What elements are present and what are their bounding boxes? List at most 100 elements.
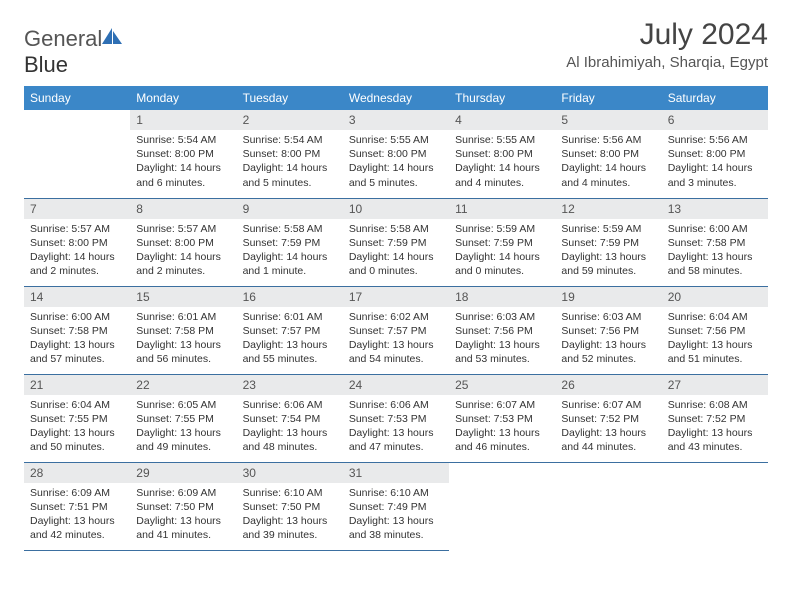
calendar-day-cell: 3Sunrise: 5:55 AMSunset: 8:00 PMDaylight… [343,110,449,198]
weekday-header: Wednesday [343,86,449,110]
daylight-line: Daylight: 14 hours and 2 minutes. [136,250,230,278]
sunset-line: Sunset: 7:58 PM [30,324,124,338]
sunset-line: Sunset: 7:59 PM [455,236,549,250]
sunrise-line: Sunrise: 6:02 AM [349,310,443,324]
sunrise-line: Sunrise: 5:59 AM [561,222,655,236]
sunset-line: Sunset: 7:59 PM [243,236,337,250]
sunrise-line: Sunrise: 5:55 AM [349,133,443,147]
day-details: Sunrise: 6:04 AMSunset: 7:56 PMDaylight:… [662,307,768,373]
sunrise-line: Sunrise: 5:54 AM [243,133,337,147]
day-number: 2 [237,110,343,130]
calendar-table: SundayMondayTuesdayWednesdayThursdayFrid… [24,86,768,551]
daylight-line: Daylight: 13 hours and 42 minutes. [30,514,124,542]
day-number: 4 [449,110,555,130]
day-details: Sunrise: 5:58 AMSunset: 7:59 PMDaylight:… [343,219,449,285]
daylight-line: Daylight: 13 hours and 44 minutes. [561,426,655,454]
daylight-line: Daylight: 13 hours and 56 minutes. [136,338,230,366]
calendar-day-cell: 9Sunrise: 5:58 AMSunset: 7:59 PMDaylight… [237,198,343,286]
day-details: Sunrise: 5:54 AMSunset: 8:00 PMDaylight:… [237,130,343,196]
daylight-line: Daylight: 14 hours and 0 minutes. [455,250,549,278]
sunrise-line: Sunrise: 6:05 AM [136,398,230,412]
daylight-line: Daylight: 14 hours and 4 minutes. [455,161,549,189]
sunrise-line: Sunrise: 6:07 AM [455,398,549,412]
day-details: Sunrise: 5:57 AMSunset: 8:00 PMDaylight:… [24,219,130,285]
brand-part1: General [24,26,102,51]
day-number: 5 [555,110,661,130]
day-number: 29 [130,463,236,483]
daylight-line: Daylight: 13 hours and 47 minutes. [349,426,443,454]
brand-part2: Blue [24,52,68,77]
sunset-line: Sunset: 7:49 PM [349,500,443,514]
daylight-line: Daylight: 13 hours and 54 minutes. [349,338,443,366]
daylight-line: Daylight: 14 hours and 3 minutes. [668,161,762,189]
sunrise-line: Sunrise: 6:08 AM [668,398,762,412]
day-number: 25 [449,375,555,395]
day-details: Sunrise: 6:03 AMSunset: 7:56 PMDaylight:… [449,307,555,373]
day-details: Sunrise: 5:59 AMSunset: 7:59 PMDaylight:… [449,219,555,285]
calendar-week-row: ..1Sunrise: 5:54 AMSunset: 8:00 PMDaylig… [24,110,768,198]
sunset-line: Sunset: 8:00 PM [136,147,230,161]
day-details: Sunrise: 6:05 AMSunset: 7:55 PMDaylight:… [130,395,236,461]
day-details: Sunrise: 5:57 AMSunset: 8:00 PMDaylight:… [130,219,236,285]
daylight-line: Daylight: 13 hours and 49 minutes. [136,426,230,454]
sunrise-line: Sunrise: 6:09 AM [136,486,230,500]
day-number: 18 [449,287,555,307]
calendar-day-cell: 6Sunrise: 5:56 AMSunset: 8:00 PMDaylight… [662,110,768,198]
brand-logo: GeneralBlue [24,18,124,78]
day-details: Sunrise: 5:59 AMSunset: 7:59 PMDaylight:… [555,219,661,285]
calendar-week-row: 21Sunrise: 6:04 AMSunset: 7:55 PMDayligh… [24,374,768,462]
sunset-line: Sunset: 8:00 PM [455,147,549,161]
sunset-line: Sunset: 8:00 PM [561,147,655,161]
sunrise-line: Sunrise: 5:59 AM [455,222,549,236]
calendar-day-cell: 30Sunrise: 6:10 AMSunset: 7:50 PMDayligh… [237,462,343,550]
daylight-line: Daylight: 13 hours and 41 minutes. [136,514,230,542]
calendar-day-cell: 19Sunrise: 6:03 AMSunset: 7:56 PMDayligh… [555,286,661,374]
sunrise-line: Sunrise: 6:09 AM [30,486,124,500]
weekday-header: Monday [130,86,236,110]
sunset-line: Sunset: 7:53 PM [455,412,549,426]
calendar-day-cell: 13Sunrise: 6:00 AMSunset: 7:58 PMDayligh… [662,198,768,286]
sunset-line: Sunset: 7:52 PM [668,412,762,426]
day-details: Sunrise: 6:09 AMSunset: 7:50 PMDaylight:… [130,483,236,549]
day-number: 17 [343,287,449,307]
header: GeneralBlue July 2024 Al Ibrahimiyah, Sh… [24,18,768,78]
day-number: 26 [555,375,661,395]
day-details: Sunrise: 5:54 AMSunset: 8:00 PMDaylight:… [130,130,236,196]
day-details: Sunrise: 5:55 AMSunset: 8:00 PMDaylight:… [449,130,555,196]
day-details: Sunrise: 6:00 AMSunset: 7:58 PMDaylight:… [24,307,130,373]
day-details: Sunrise: 5:56 AMSunset: 8:00 PMDaylight:… [555,130,661,196]
calendar-day-cell: 29Sunrise: 6:09 AMSunset: 7:50 PMDayligh… [130,462,236,550]
day-number: 24 [343,375,449,395]
sunrise-line: Sunrise: 6:01 AM [136,310,230,324]
calendar-day-cell: 18Sunrise: 6:03 AMSunset: 7:56 PMDayligh… [449,286,555,374]
sunset-line: Sunset: 7:51 PM [30,500,124,514]
day-number: 30 [237,463,343,483]
daylight-line: Daylight: 13 hours and 38 minutes. [349,514,443,542]
daylight-line: Daylight: 13 hours and 53 minutes. [455,338,549,366]
calendar-day-cell: 22Sunrise: 6:05 AMSunset: 7:55 PMDayligh… [130,374,236,462]
daylight-line: Daylight: 13 hours and 59 minutes. [561,250,655,278]
daylight-line: Daylight: 14 hours and 1 minute. [243,250,337,278]
calendar-day-cell: 31Sunrise: 6:10 AMSunset: 7:49 PMDayligh… [343,462,449,550]
calendar-day-cell: 17Sunrise: 6:02 AMSunset: 7:57 PMDayligh… [343,286,449,374]
calendar-day-cell: 10Sunrise: 5:58 AMSunset: 7:59 PMDayligh… [343,198,449,286]
day-number: 13 [662,199,768,219]
calendar-header-row: SundayMondayTuesdayWednesdayThursdayFrid… [24,86,768,110]
calendar-body: ..1Sunrise: 5:54 AMSunset: 8:00 PMDaylig… [24,110,768,550]
daylight-line: Daylight: 14 hours and 4 minutes. [561,161,655,189]
calendar-day-cell: 24Sunrise: 6:06 AMSunset: 7:53 PMDayligh… [343,374,449,462]
sunset-line: Sunset: 7:50 PM [243,500,337,514]
day-number: 10 [343,199,449,219]
day-number: 15 [130,287,236,307]
day-number: 3 [343,110,449,130]
sunrise-line: Sunrise: 6:04 AM [30,398,124,412]
calendar-day-cell: 14Sunrise: 6:00 AMSunset: 7:58 PMDayligh… [24,286,130,374]
sunrise-line: Sunrise: 6:06 AM [349,398,443,412]
daylight-line: Daylight: 13 hours and 52 minutes. [561,338,655,366]
title-block: July 2024 Al Ibrahimiyah, Sharqia, Egypt [566,18,768,71]
calendar-day-cell: 5Sunrise: 5:56 AMSunset: 8:00 PMDaylight… [555,110,661,198]
sunset-line: Sunset: 7:55 PM [30,412,124,426]
sunrise-line: Sunrise: 6:03 AM [561,310,655,324]
calendar-day-cell: 20Sunrise: 6:04 AMSunset: 7:56 PMDayligh… [662,286,768,374]
sunset-line: Sunset: 7:56 PM [561,324,655,338]
